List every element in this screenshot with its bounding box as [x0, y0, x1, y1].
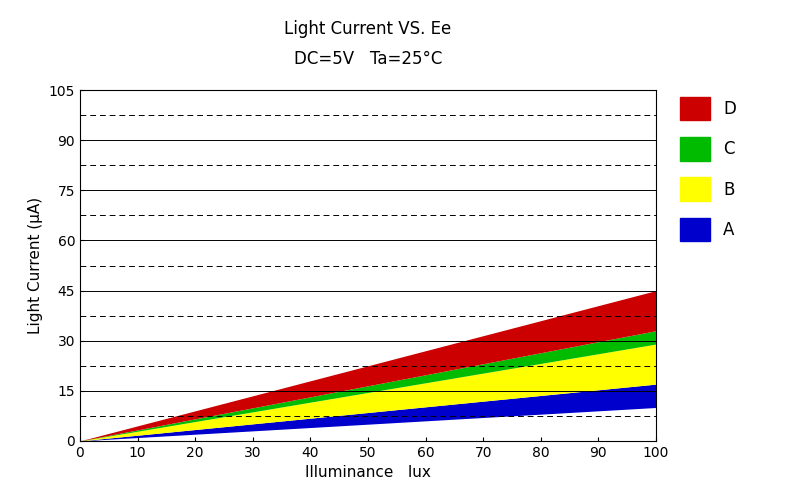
Y-axis label: Light Current (μA): Light Current (μA) — [28, 197, 43, 334]
Text: DC=5V   Ta=25°C: DC=5V Ta=25°C — [294, 50, 442, 68]
X-axis label: Illuminance   lux: Illuminance lux — [305, 465, 431, 480]
Text: Light Current VS. Ee: Light Current VS. Ee — [284, 20, 452, 38]
Legend: D, C, B, A: D, C, B, A — [674, 90, 743, 248]
